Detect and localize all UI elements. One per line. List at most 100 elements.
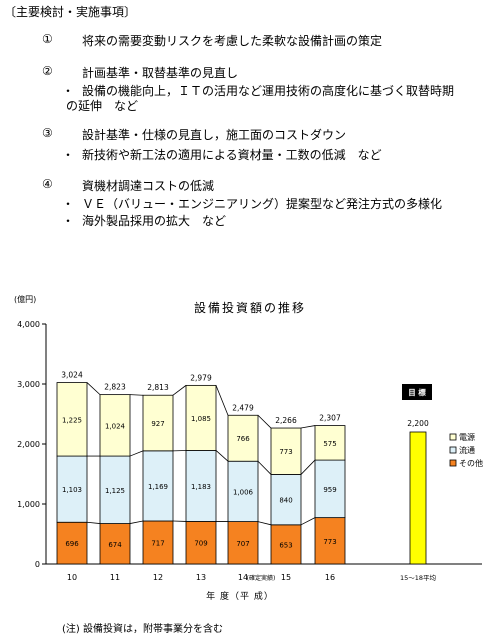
segment-value-label: 1,085 [191, 415, 211, 423]
measure-sub-text: ＶＥ（バリュー・エンジニアリング）提案型など発注方式の多様化 [82, 197, 443, 211]
segment-value-label: 696 [65, 540, 79, 548]
target-value-label: 2,200 [407, 419, 429, 428]
target-badge-label: 目 標 [408, 387, 426, 397]
target-badge [402, 384, 432, 400]
target-category-label: 15～18平均 [400, 573, 437, 582]
series-connector [172, 385, 187, 396]
measures-heading: 〔主要検討・実施事項〕 [4, 5, 137, 19]
bar-segment [227, 460, 259, 522]
bar-segment [314, 425, 346, 461]
x-axis-label: 年 度（平 成） [206, 590, 274, 602]
total-label: 3,024 [61, 371, 83, 380]
legend-label: 電源 [459, 433, 475, 442]
segment-value-label: 709 [194, 540, 207, 548]
segment-value-label: 1,169 [148, 483, 168, 491]
segment-value-label: 717 [151, 539, 164, 547]
series-connector [129, 394, 144, 396]
segment-value-label: 1,183 [191, 483, 211, 491]
series-connector [86, 382, 101, 395]
y-tick-label: 2,000 [17, 440, 40, 449]
series-connector [300, 459, 316, 475]
series-connector [257, 414, 272, 429]
series-connector [257, 521, 272, 526]
bar-segment [314, 517, 346, 565]
segment-value-label: 1,103 [62, 486, 82, 494]
measure-number: ① [42, 32, 53, 46]
series-connector [300, 425, 316, 429]
bar-segment [185, 384, 217, 451]
segment-value-label: 766 [236, 435, 250, 443]
segment-value-label: 674 [108, 541, 122, 549]
bar-segment [142, 520, 174, 565]
measure-text: 資機材調達コストの低減 [82, 179, 215, 193]
total-label: 2,266 [275, 416, 297, 425]
total-label: 2,813 [147, 383, 169, 392]
investment-chart: 設備投資額の推移 (億円) 年 度（平 成） 0 1,000 2,000 3,000 4… [14, 294, 483, 602]
legend-swatch [449, 459, 457, 467]
segment-value-label: 927 [151, 420, 164, 428]
measure-text: 将来の需要変動リスクを考慮した柔軟な設備計画の策定 [82, 34, 383, 48]
segment-value-label: 1,225 [62, 416, 82, 424]
legend-swatch [449, 433, 457, 441]
x-tick-label: 15 [281, 573, 291, 582]
series-connector [86, 521, 101, 524]
segment-value-label: 959 [323, 486, 336, 494]
x-tick-label: 16 [325, 573, 335, 582]
bar-segment [56, 521, 88, 565]
series-connector [215, 450, 229, 462]
total-label: 2,307 [319, 414, 341, 423]
series-connector [215, 385, 229, 416]
chart-note: (注) 設備投資は，附帯事業分を含む [62, 624, 223, 635]
measure-number: ④ [42, 177, 53, 191]
x-tick-note: (確定実績) [247, 574, 276, 582]
bar-segment [227, 414, 259, 462]
total-label: 2,979 [190, 373, 212, 382]
bar-segment [56, 382, 88, 457]
x-tick-label: 14 [238, 573, 248, 582]
segment-value-label: 1,125 [105, 487, 125, 495]
x-tick-label: 10 [67, 573, 77, 582]
measure-sub-text: 新技術や新工法の適用による資材量・工数の低減 など [82, 148, 382, 162]
series-connector [257, 460, 272, 475]
plot-area: 0 1,000 2,000 3,000 4,000 696 674 717 709 707 653 7… [17, 320, 483, 582]
y-tick-label: 0 [35, 560, 40, 569]
y-axis-unit: (億円) [14, 294, 36, 304]
bar-segment [185, 450, 217, 522]
segment-value-label: 707 [236, 540, 249, 548]
target-bar [409, 431, 427, 565]
chart-title: 設備投資額の推移 [194, 300, 306, 315]
measure-sub-text: 設備の機能向上，ＩＴの活用など運用技術の高度化に基づく取替時期 [82, 84, 455, 98]
series-connector [300, 517, 316, 526]
bullet-mark: ・ [62, 197, 75, 211]
y-tick-label: 4,000 [17, 320, 40, 329]
segment-value-label: 653 [279, 541, 292, 549]
legend-label: 流通 [459, 445, 475, 455]
segment-value-label: 575 [323, 440, 336, 448]
segment-value-label: 840 [279, 497, 292, 505]
x-tick-label: 12 [153, 573, 163, 582]
bar-segment [99, 394, 131, 457]
y-tick-label: 3,000 [17, 380, 40, 389]
bullet-mark: ・ [62, 84, 75, 98]
x-tick-label: 13 [196, 573, 206, 582]
series-connector [129, 520, 144, 524]
segment-value-label: 773 [323, 538, 336, 546]
measure-sub-text: 海外製品採用の拡大 など [82, 214, 227, 228]
measure-text: 設計基準・仕様の見直し，施工面のコストダウン [82, 128, 347, 142]
bullet-mark: ・ [62, 214, 75, 228]
legend-swatch [449, 446, 457, 454]
total-label: 2,823 [104, 383, 126, 392]
x-tick-label: 11 [110, 573, 120, 582]
bar-segment [142, 394, 174, 452]
measure-number: ③ [42, 126, 53, 140]
y-tick-label: 1,000 [17, 500, 40, 509]
measure-sub-continuation: の延伸 など [66, 99, 139, 113]
segment-value-label: 1,006 [233, 488, 254, 496]
bar-segment [270, 427, 302, 475]
total-label: 2,479 [232, 403, 254, 412]
segment-value-label: 1,024 [105, 422, 126, 430]
bar-segment [227, 521, 259, 565]
bar-segment [270, 524, 302, 565]
segment-value-label: 773 [279, 448, 292, 456]
series-connector [129, 450, 144, 457]
